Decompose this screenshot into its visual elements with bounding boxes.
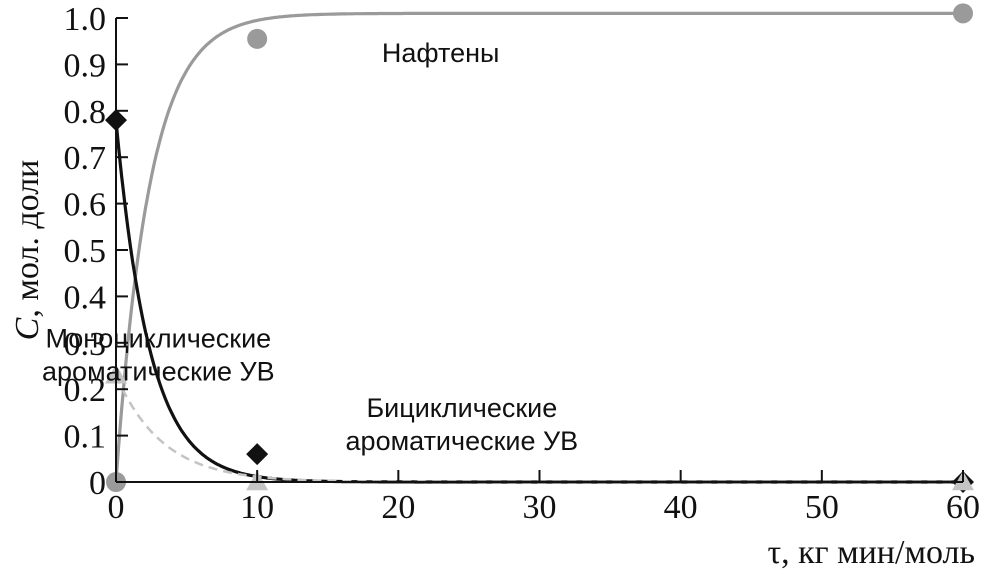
y-tick-label: 0.5: [64, 233, 107, 270]
axis-layer: 00.10.20.30.40.50.60.70.80.91.00 10 20 30 40…: [9, 1, 980, 571]
series-annotation-line: Нафтены: [382, 38, 500, 68]
y-tick-label: 1.0: [64, 1, 107, 38]
series-annotation-line: ароматические УВ: [346, 426, 579, 456]
x-tick-label: 20: [381, 489, 415, 526]
series-annotation: Моноциклические ароматические УВ: [42, 323, 275, 386]
x-tick-label: 0: [108, 489, 125, 526]
x-tick-label: 40: [664, 489, 698, 526]
series-annotation-line: Бициклические: [366, 393, 557, 423]
y-axis-label-text: , мол. доли: [9, 160, 46, 318]
y-tick-label: 0.1: [64, 419, 107, 456]
series-annotation: Бициклические ароматические УВ: [346, 393, 579, 456]
y-axis-label-symbol: C: [9, 317, 46, 340]
series-annotation: Нафтены: [382, 38, 500, 68]
x-axis-label: τ, кг мин/моль: [767, 534, 975, 571]
series-annotation-line: Моноциклические: [45, 323, 271, 353]
y-axis-label: C, мол. доли: [9, 160, 46, 341]
y-tick-label: 0.4: [64, 279, 107, 316]
y-tick-label: 0.9: [64, 47, 107, 84]
y-tick-label: 0.8: [64, 94, 107, 131]
x-tick-label: 30: [523, 489, 557, 526]
x-tick-label: 50: [805, 489, 839, 526]
y-tick-label: 0.7: [64, 140, 107, 177]
y-tick-label: 0.2: [64, 372, 107, 409]
series-annotation-line: ароматические УВ: [42, 356, 275, 386]
x-tick-label: 10: [240, 489, 274, 526]
data-point-circle: [953, 3, 973, 24]
data-point-circle: [247, 28, 268, 49]
y-tick-label: 0.3: [64, 326, 107, 363]
series-line: [114, 11, 963, 483]
y-tick-label: 0: [89, 465, 106, 502]
y-tick-label: 0.6: [64, 187, 107, 224]
data-point-diamond: [246, 443, 269, 466]
x-tick-label: 60: [946, 489, 980, 526]
